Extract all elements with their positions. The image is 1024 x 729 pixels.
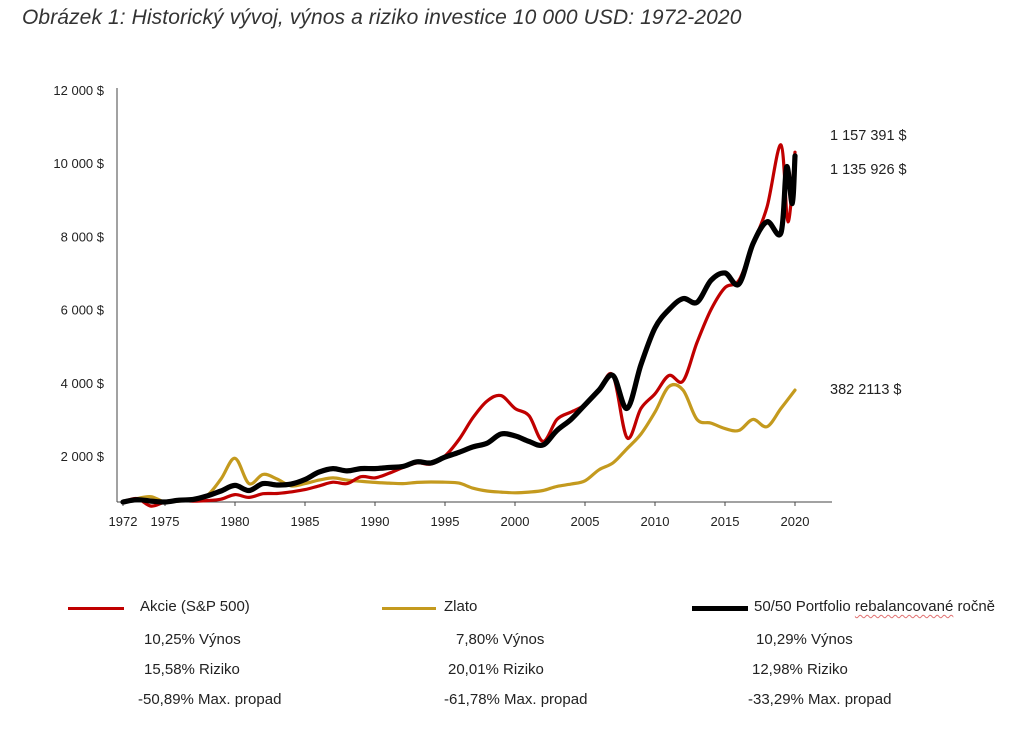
x-tick-label: 2015 [711, 514, 740, 529]
y-tick-label: 10 000 $ [53, 156, 104, 171]
legend-stocks-risk: 15,58% Riziko [144, 661, 240, 678]
end-value-label: 1 135 926 $ [830, 162, 907, 178]
legend-portfolio-risk: 12,98% Riziko [752, 661, 848, 678]
x-tick-label: 1972 [109, 514, 138, 529]
line-chart: 2 000 $ 4 000 $ 6 000 $ 8 000 $ 10 000 $ 12 0… [53, 83, 907, 529]
legend-gold-label: Zlato [444, 598, 478, 615]
chart-end-labels: 1 157 391 $ 1 135 926 $ 382 2113 $ [830, 128, 907, 398]
series-line-portfolio [120, 153, 798, 505]
x-tick-label: 2000 [501, 514, 530, 529]
legend-portfolio-swatch [692, 606, 748, 611]
x-tick-label: 1990 [361, 514, 390, 529]
x-tick-label: 1995 [431, 514, 460, 529]
legend-stocks-drawdown: -50,89% Max. propad [138, 691, 282, 708]
legend-gold: Zlato 7,80% Výnos 20,01% Riziko -61,78% … [382, 598, 672, 708]
y-tick-label: 12 000 $ [53, 83, 104, 98]
x-tick-label: 1985 [291, 514, 320, 529]
legend-stocks-label: Akcie (S&P 500) [140, 598, 250, 615]
legend-gold-return: 7,80% Výnos [456, 631, 545, 648]
x-tick-label: 2020 [781, 514, 810, 529]
chart-ticks: 2 000 $ 4 000 $ 6 000 $ 8 000 $ 10 000 $ 12 0… [53, 83, 809, 529]
x-tick-label: 2005 [571, 514, 600, 529]
legend-gold-swatch [382, 607, 436, 610]
y-tick-label: 8 000 $ [61, 229, 105, 244]
x-tick-label: 1980 [221, 514, 250, 529]
y-tick-label: 6 000 $ [61, 303, 105, 318]
chart-title: Obrázek 1: Historický vývoj, výnos a riz… [22, 6, 742, 29]
legend-portfolio-return: 10,29% Výnos [756, 631, 853, 648]
chart-series [120, 143, 798, 508]
x-tick-label: 2010 [641, 514, 670, 529]
series-line-gold [121, 382, 797, 504]
series-line-stocks [121, 143, 797, 508]
y-tick-label: 4 000 $ [61, 376, 105, 391]
legend-stocks-swatch [68, 607, 124, 610]
legend-portfolio-drawdown: -33,29% Max. propad [748, 691, 892, 708]
chart-axes [116, 88, 832, 503]
y-tick-label: 2 000 $ [61, 449, 105, 464]
legend-portfolio-label: 50/50 Portfolio rebalancované ročně [754, 598, 996, 615]
legend-stocks: Akcie (S&P 500) 10,25% Výnos 15,58% Rizi… [68, 598, 358, 708]
x-tick-label: 1975 [151, 514, 180, 529]
legend-gold-risk: 20,01% Riziko [448, 661, 544, 678]
legend-portfolio: 50/50 Portfolio rebalancované ročně 10,2… [692, 598, 1020, 708]
legend-stocks-return: 10,25% Výnos [144, 631, 241, 648]
end-value-label: 382 2113 $ [830, 382, 902, 398]
legend-gold-drawdown: -61,78% Max. propad [444, 691, 588, 708]
end-value-label: 1 157 391 $ [830, 128, 907, 144]
